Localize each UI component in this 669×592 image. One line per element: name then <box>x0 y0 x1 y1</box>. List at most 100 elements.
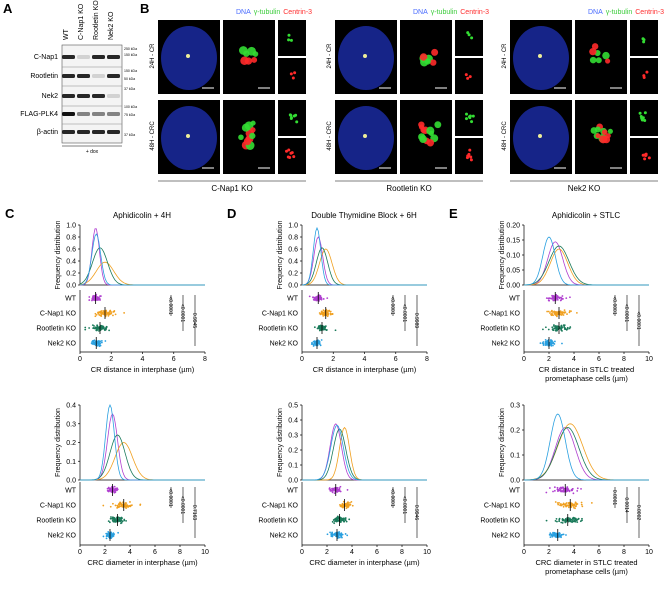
band <box>107 130 120 134</box>
dot <box>328 487 331 489</box>
panel-title: Aphidicolin + 4H <box>113 211 171 220</box>
zoom-image <box>575 20 627 94</box>
x-tick-label: 10 <box>645 356 653 363</box>
dot <box>335 519 338 522</box>
dot <box>108 312 110 315</box>
dot <box>569 296 571 299</box>
dot <box>551 298 554 300</box>
dot <box>553 327 556 330</box>
x-tick-label: 2 <box>109 356 113 363</box>
row-label: WT <box>65 296 77 303</box>
dot <box>559 311 562 313</box>
dot <box>545 491 548 494</box>
band <box>92 94 105 98</box>
dot <box>102 535 105 538</box>
stain-header: DNA γ-tubulin Centrin-3 <box>236 9 312 16</box>
dot <box>339 516 342 519</box>
dot <box>100 310 103 312</box>
dot <box>344 502 347 505</box>
dot <box>590 502 593 504</box>
dot <box>556 312 559 315</box>
dot <box>557 503 560 506</box>
density-curve <box>80 403 205 481</box>
dot <box>333 488 336 491</box>
spot <box>591 43 599 50</box>
dot <box>561 295 564 297</box>
dot <box>112 520 115 523</box>
dot <box>545 344 547 346</box>
band <box>77 94 90 98</box>
y-tick-label: 0.2 <box>288 271 298 278</box>
dot <box>345 507 348 510</box>
x-tick-label: 0 <box>300 549 304 556</box>
dot <box>569 520 572 523</box>
band <box>107 74 120 78</box>
p-value: <0.0001 <box>389 296 395 314</box>
spot <box>642 40 646 44</box>
dot <box>563 490 565 493</box>
x-tick-label: 10 <box>645 549 653 556</box>
spot <box>241 123 250 132</box>
spot <box>251 56 258 63</box>
dot <box>99 342 101 345</box>
y-axis-label: Frequency distribution <box>55 220 62 289</box>
dot <box>96 344 99 347</box>
spot <box>243 137 252 146</box>
dot <box>574 520 577 523</box>
row-label: Rootletin KO <box>36 518 76 525</box>
dot <box>319 295 322 297</box>
y-tick-label: 0.3 <box>510 403 520 410</box>
dot <box>323 327 325 329</box>
dot <box>337 536 340 539</box>
spot <box>290 151 294 155</box>
row-label: Rootletin KO <box>258 326 298 333</box>
spot <box>471 114 475 118</box>
dot <box>316 327 319 330</box>
band <box>62 74 75 78</box>
dot <box>96 324 98 327</box>
nucleus <box>338 106 394 170</box>
row-label: Rootletin KO <box>480 326 520 333</box>
p-value: 0.9946 <box>413 505 419 521</box>
dot <box>581 505 584 508</box>
density-curve <box>302 424 427 481</box>
density-curve <box>79 247 205 286</box>
density-curve <box>302 426 427 481</box>
dot <box>546 310 549 313</box>
dot <box>336 488 339 491</box>
dot <box>545 297 548 300</box>
dot <box>575 505 577 508</box>
dot <box>109 505 112 508</box>
dot <box>554 327 557 330</box>
spot <box>465 112 469 116</box>
dot <box>562 505 565 508</box>
spot <box>468 75 472 79</box>
spot <box>589 47 597 56</box>
centrosome <box>363 134 367 138</box>
spot <box>468 148 472 152</box>
x-tick-label: 4 <box>128 549 132 556</box>
dot <box>331 520 334 523</box>
dot <box>124 505 127 507</box>
x-tick-label: 10 <box>201 549 209 556</box>
dot <box>91 343 94 345</box>
dot <box>104 340 107 342</box>
x-tick-label: 2 <box>325 549 329 556</box>
dot <box>320 298 323 301</box>
dot <box>552 299 555 302</box>
dot <box>129 505 132 508</box>
spot <box>467 152 471 156</box>
dot <box>544 338 547 341</box>
x-axis-label: CRC diameter in STLC treated <box>535 558 637 567</box>
x-tick-label: 4 <box>363 356 367 363</box>
spot <box>467 33 471 37</box>
row-label: C-Nap1 KO <box>40 503 77 510</box>
spot <box>238 134 244 141</box>
spot <box>293 71 297 75</box>
dot <box>560 324 563 327</box>
y-tick-label: 0.15 <box>506 238 520 245</box>
stain: Centrin-3 <box>460 9 489 16</box>
spot <box>595 57 602 64</box>
dot <box>115 488 117 491</box>
dot <box>565 534 567 536</box>
